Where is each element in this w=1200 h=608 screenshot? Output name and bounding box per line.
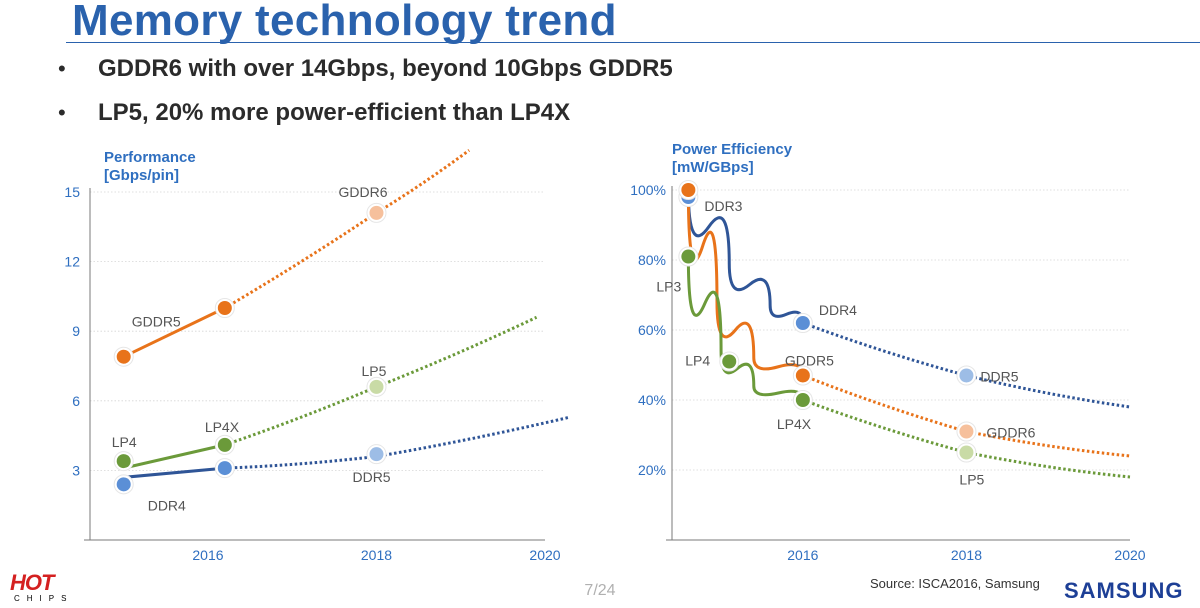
series-line-solid bbox=[122, 443, 227, 470]
data-label: LP4 bbox=[112, 434, 137, 450]
bullet-text: LP5, 20% more power-efficient than LP4X bbox=[98, 99, 571, 126]
performance-chart: 3 6 9 12 15 2016 2018 2020 Performance [Gbps/pin]… bbox=[64, 149, 571, 563]
data-label: LP5 bbox=[959, 472, 984, 488]
series-line-projected bbox=[224, 415, 571, 470]
y-axis-label: Performance [Gbps/pin] bbox=[104, 149, 196, 184]
page-number: 7/24 bbox=[584, 582, 616, 599]
y-tick-label: 40% bbox=[638, 392, 666, 408]
y-tick-label: 6 bbox=[72, 393, 80, 409]
x-tick-label: 2018 bbox=[951, 547, 982, 563]
data-label: LP4X bbox=[777, 416, 812, 432]
series-line-solid bbox=[686, 255, 805, 402]
y-tick-label: 60% bbox=[638, 322, 666, 338]
y-tick-label: 20% bbox=[638, 462, 666, 478]
data-point bbox=[795, 393, 810, 407]
y-tick-label: 80% bbox=[638, 252, 666, 268]
y-tick-label: 100% bbox=[630, 182, 666, 198]
data-point bbox=[217, 301, 232, 315]
data-point bbox=[116, 477, 131, 492]
y-tick-label: 3 bbox=[72, 462, 80, 478]
x-tick-label: 2016 bbox=[192, 547, 223, 563]
x-tick-label: 2020 bbox=[1114, 547, 1145, 563]
y-axis-label-line: Performance bbox=[104, 149, 196, 166]
series-gddr5 bbox=[122, 149, 471, 359]
data-point bbox=[681, 183, 696, 197]
data-label: LP5 bbox=[361, 363, 386, 379]
data-label: LP3 bbox=[656, 279, 681, 295]
data-point bbox=[369, 205, 384, 220]
series-lp4 bbox=[122, 315, 538, 470]
data-point bbox=[795, 316, 810, 330]
y-axis-label-line: Power Efficiency bbox=[672, 141, 793, 158]
series-ddr4 bbox=[122, 415, 571, 479]
data-point bbox=[369, 379, 384, 394]
x-tick-label: 2016 bbox=[787, 547, 818, 563]
series-line-solid bbox=[686, 188, 805, 325]
data-point bbox=[722, 354, 737, 369]
data-point bbox=[795, 368, 810, 383]
y-axis-label-line: [mW/GBps] bbox=[672, 159, 754, 176]
hot-chips-logo: HOT CHIPS bbox=[10, 570, 74, 603]
y-tick-label: 9 bbox=[72, 323, 80, 339]
data-label: DDR4 bbox=[148, 497, 186, 513]
y-axis-label: Power Efficiency [mW/GBps] bbox=[672, 141, 793, 176]
x-tick-label: 2020 bbox=[529, 547, 560, 563]
data-label: GDDR6 bbox=[986, 425, 1035, 441]
bullet-list: • GDDR6 with over 14Gbps, beyond 10Gbps G… bbox=[56, 52, 673, 140]
series-line-solid bbox=[686, 188, 805, 377]
data-point bbox=[959, 445, 974, 460]
data-point bbox=[959, 424, 974, 439]
data-label: DDR4 bbox=[819, 302, 857, 318]
data-label: LP4X bbox=[205, 419, 240, 435]
data-point bbox=[681, 249, 696, 264]
data-point bbox=[116, 349, 131, 364]
series-ddr3 bbox=[686, 188, 1131, 409]
data-label: LP4 bbox=[685, 353, 710, 369]
data-label: GDDR6 bbox=[338, 184, 387, 200]
bullet-item: • GDDR6 with over 14Gbps, beyond 10Gbps G… bbox=[56, 52, 673, 96]
slide-title: Memory technology trend bbox=[72, 0, 617, 45]
data-label: DDR3 bbox=[704, 198, 742, 214]
y-axis-label-line: [Gbps/pin] bbox=[104, 167, 179, 184]
source-note: Source: ISCA2016, Samsung bbox=[870, 576, 1040, 591]
samsung-logo: SAMSUNG bbox=[1064, 578, 1184, 603]
series-line-solid bbox=[122, 466, 227, 479]
data-label: GDDR5 bbox=[132, 314, 181, 330]
data-label: GDDR5 bbox=[785, 353, 834, 369]
series-line-projected bbox=[224, 149, 471, 310]
data-point bbox=[217, 437, 232, 452]
title-rule bbox=[66, 42, 1200, 43]
series-line-projected bbox=[802, 374, 1131, 458]
data-label: DDR5 bbox=[352, 469, 390, 485]
series-gddr5 bbox=[686, 188, 1131, 458]
series-lp3 bbox=[686, 255, 1131, 479]
data-label: DDR5 bbox=[980, 369, 1018, 385]
x-tick-label: 2018 bbox=[361, 547, 392, 563]
power-efficiency-chart: 20% 40% 60% 80% 100% 2016 2018 2020 Power Effici… bbox=[630, 141, 1146, 563]
bullet-dot: • bbox=[58, 56, 66, 81]
bullet-dot: • bbox=[58, 100, 66, 125]
series-line-solid bbox=[122, 306, 227, 359]
y-tick-label: 15 bbox=[64, 184, 80, 200]
data-point bbox=[959, 368, 974, 383]
data-point bbox=[217, 461, 232, 476]
y-tick-label: 12 bbox=[64, 254, 80, 270]
data-point bbox=[369, 447, 384, 462]
data-point bbox=[116, 454, 131, 469]
bullet-text: GDDR6 with over 14Gbps, beyond 10Gbps GD… bbox=[98, 55, 673, 82]
bullet-item: • LP5, 20% more power-efficient than LP4X bbox=[56, 96, 673, 140]
